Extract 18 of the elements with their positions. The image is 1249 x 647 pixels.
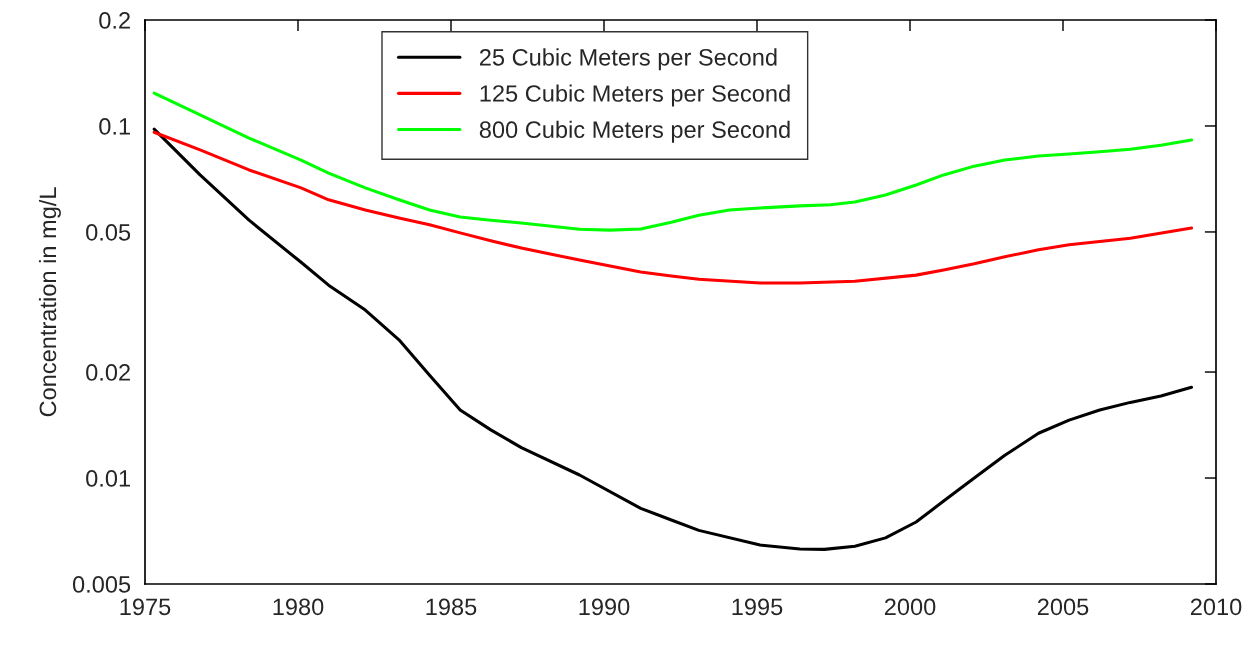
x-tick-label: 2010 [1190,598,1242,616]
x-tick-label: 1980 [273,598,324,616]
y-tick-label: 0.005 [72,576,131,593]
y-tick-label: 0.02 [86,364,130,381]
x-tick-label: 2005 [1037,598,1089,616]
legend-label: 25 Cubic Meters per Second [479,48,777,71]
x-tick-label: 1990 [579,598,630,616]
y-tick-label: 0.2 [99,12,130,29]
y-tick-label: 0.01 [86,470,130,487]
legend-label: 800 Cubic Meters per Second [479,120,790,143]
x-tick-label: 2000 [884,598,936,616]
x-tick-label: 1995 [732,598,783,616]
y-axis-title: Concentration in mg/L [38,187,61,417]
x-tick-label: 1975 [120,598,171,616]
x-tick-label: 1985 [426,598,477,616]
y-tick-label: 0.05 [86,224,131,241]
legend-label: 125 Cubic Meters per Second [480,84,790,107]
y-tick-label: 0.1 [99,118,130,135]
